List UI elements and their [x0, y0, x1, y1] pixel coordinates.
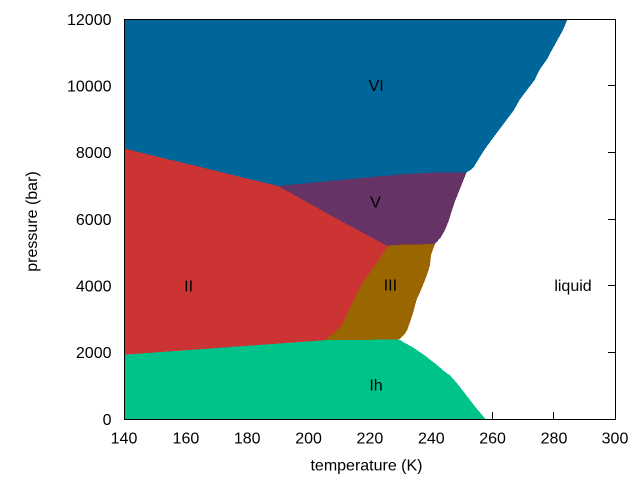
- svg-text:140: 140: [111, 431, 138, 448]
- svg-text:0: 0: [103, 412, 112, 429]
- svg-text:4000: 4000: [76, 278, 112, 295]
- svg-text:8000: 8000: [76, 145, 112, 162]
- svg-text:280: 280: [541, 431, 568, 448]
- svg-text:V: V: [370, 194, 381, 211]
- svg-text:200: 200: [295, 431, 322, 448]
- svg-text:260: 260: [479, 431, 506, 448]
- svg-text:pressure (bar): pressure (bar): [24, 171, 41, 271]
- svg-text:2000: 2000: [76, 345, 112, 362]
- svg-text:liquid: liquid: [554, 278, 591, 295]
- svg-text:II: II: [184, 278, 193, 295]
- svg-text:6000: 6000: [76, 212, 112, 229]
- svg-text:160: 160: [173, 431, 200, 448]
- svg-text:Ih: Ih: [369, 378, 382, 395]
- svg-text:III: III: [384, 278, 397, 295]
- svg-text:220: 220: [357, 431, 384, 448]
- svg-text:240: 240: [418, 431, 445, 448]
- svg-text:10000: 10000: [67, 78, 112, 95]
- svg-text:180: 180: [234, 431, 261, 448]
- svg-text:temperature (K): temperature (K): [310, 458, 422, 475]
- svg-text:VI: VI: [369, 78, 384, 95]
- svg-text:12000: 12000: [67, 12, 112, 29]
- svg-text:300: 300: [602, 431, 629, 448]
